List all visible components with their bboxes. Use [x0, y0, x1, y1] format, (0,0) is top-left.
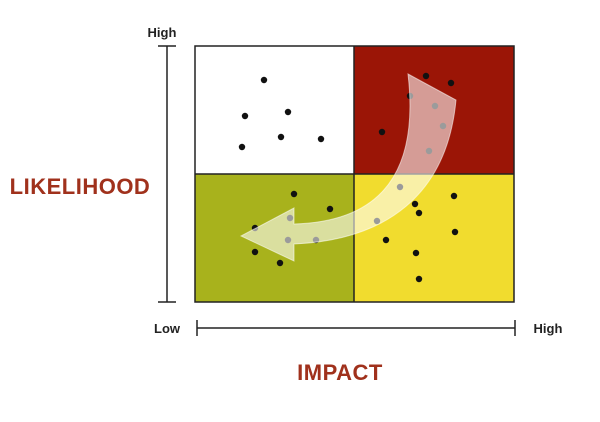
y-axis: High: [148, 25, 177, 303]
x-axis: Low High: [154, 320, 562, 336]
risk-dot: [284, 108, 292, 116]
quadrant-low-impact-high-likelihood: [195, 46, 354, 174]
risk-dot: [415, 275, 423, 283]
risk-dot: [260, 76, 268, 84]
quadrant-high-impact-low-likelihood: [354, 174, 514, 302]
x-axis-title: IMPACT: [297, 360, 383, 385]
risk-dot: [326, 205, 334, 213]
risk-dot: [422, 72, 430, 80]
risk-dot: [412, 249, 420, 257]
risk-dot: [241, 112, 249, 120]
y-axis-high-label: High: [148, 25, 177, 40]
risk-dot: [451, 228, 459, 236]
risk-dot: [415, 209, 423, 217]
risk-dot: [317, 135, 325, 143]
risk-dot: [411, 200, 419, 208]
x-axis-high-label: High: [534, 321, 563, 336]
risk-dot: [378, 128, 386, 136]
curved-arrow-shape: [239, 73, 457, 262]
risk-dot: [238, 143, 246, 151]
risk-dot: [276, 259, 284, 267]
risk-dot: [251, 248, 259, 256]
quadrant-grid: [194, 45, 515, 303]
risk-dot: [447, 79, 455, 87]
risk-dot: [450, 192, 458, 200]
y-axis-title: LIKELIHOOD: [10, 174, 151, 199]
x-axis-low-label: Low: [154, 321, 181, 336]
risk-dot: [382, 236, 390, 244]
curved-arrow-icon: [239, 73, 457, 262]
risk-dot: [290, 190, 298, 198]
risk-dot: [277, 133, 285, 141]
